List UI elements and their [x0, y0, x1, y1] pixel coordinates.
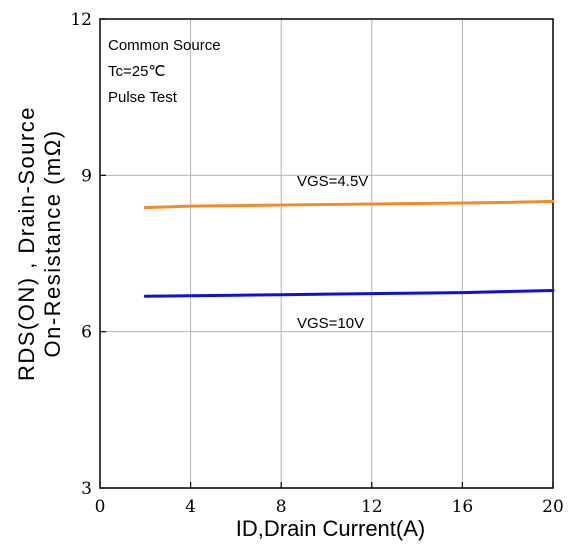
- series-line-1: [143, 289, 555, 298]
- x-tick-label: 12: [361, 497, 383, 517]
- series-label-vgs-10v: VGS=10V: [297, 315, 364, 332]
- x-tick-label: 0: [95, 497, 106, 517]
- x-tick-label: 16: [452, 497, 474, 517]
- y-tick-label: 6: [81, 323, 92, 343]
- annotation-common-source: Common Source: [108, 37, 221, 54]
- x-tick-label: 20: [542, 497, 564, 517]
- y-tick-label: 3: [81, 479, 92, 499]
- y-axis-title-line-2: On-Resistance (mΩ): [40, 129, 65, 357]
- x-axis-title: ID,Drain Current(A): [236, 516, 425, 541]
- y-tick-label: 9: [81, 166, 92, 186]
- series-line-0: [143, 199, 555, 210]
- annotation-pulse-test: Pulse Test: [108, 89, 178, 106]
- plot-frame: [99, 18, 554, 489]
- series-label-vgs-4-5v: VGS=4.5V: [297, 173, 368, 190]
- annotation-tc: Tc=25℃: [108, 63, 165, 80]
- y-axis-title-line-1: RDS(ON) , Drain-Source: [14, 106, 39, 381]
- ticks: 0 4 8 12 16 20 3 6 9 12: [70, 10, 563, 517]
- x-tick-label: 4: [185, 497, 196, 517]
- grid: [100, 19, 553, 488]
- x-tick-label: 8: [276, 497, 287, 517]
- series-group: [143, 199, 555, 298]
- y-tick-label: 12: [70, 10, 92, 30]
